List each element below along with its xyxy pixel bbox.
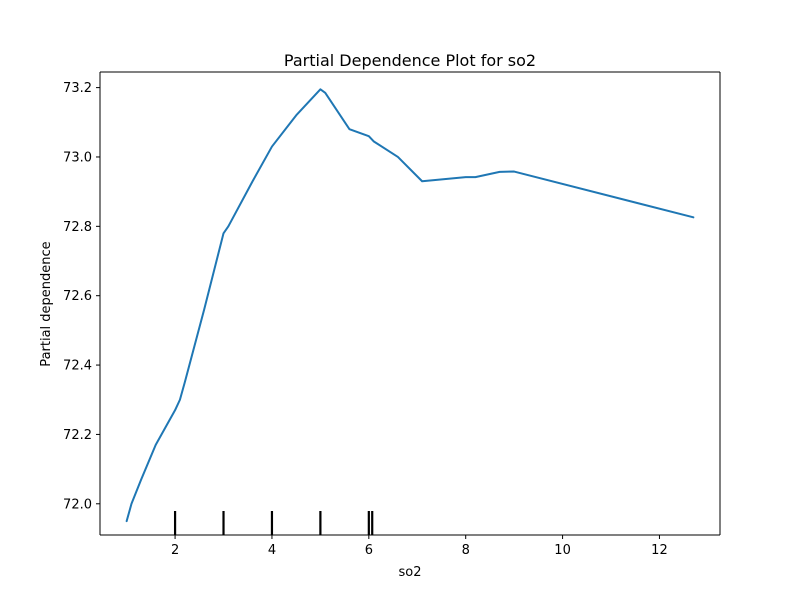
y-tick-label: 72.2 [63,428,92,443]
y-tick-label: 72.4 [63,359,92,374]
x-tick-label: 8 [462,543,470,558]
chart-title: Partial Dependence Plot for so2 [284,51,536,70]
pd-line-series-0 [125,88,695,523]
y-tick-label: 72.6 [63,289,92,304]
y-tick-label: 72.8 [63,220,92,235]
x-axis-title: so2 [399,565,422,580]
x-tick-label: 6 [365,543,373,558]
x-tick-label: 2 [171,543,179,558]
x-tick-label: 12 [651,543,668,558]
y-tick-label: 73.0 [63,150,92,165]
y-tick-label: 73.2 [63,81,92,96]
x-tick-label: 4 [268,543,276,558]
y-tick-label: 72.0 [63,497,92,512]
y-axis-title: Partial dependence [39,241,54,366]
x-tick-label: 10 [554,543,571,558]
plot-area: 2 4 6 8 10 12 72.0 72.2 72.4 72.6 72.8 73.0 73.2 [63,71,721,558]
